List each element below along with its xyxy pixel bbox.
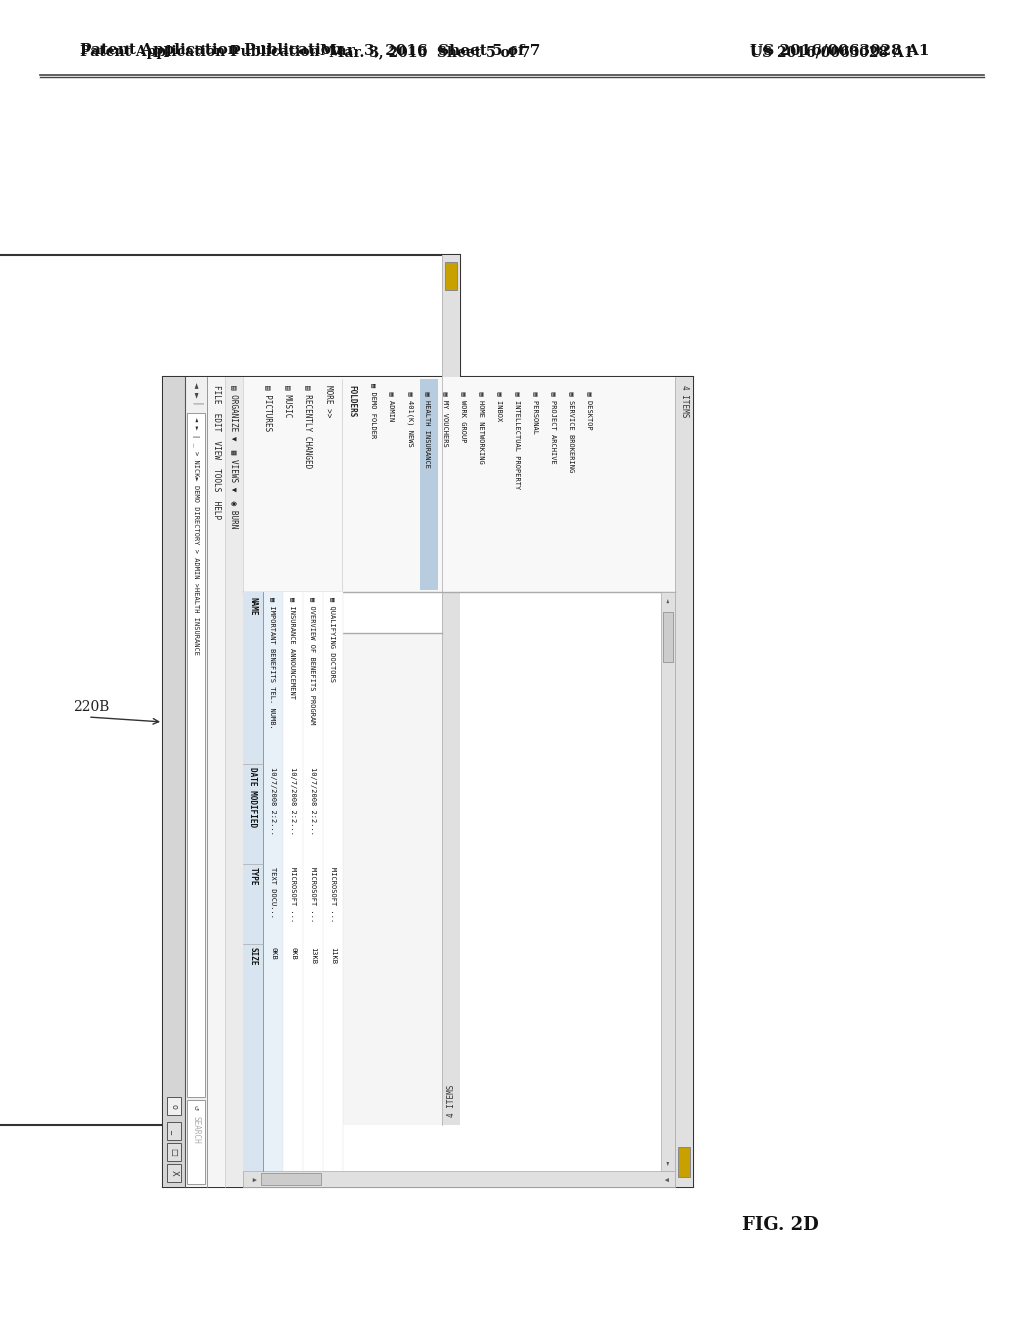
- Polygon shape: [185, 378, 207, 1187]
- Text: ▤ INBOX: ▤ INBOX: [497, 383, 503, 421]
- Polygon shape: [207, 378, 225, 1187]
- Text: 13KB: 13KB: [310, 946, 316, 964]
- Text: ▤ PICTURES: ▤ PICTURES: [263, 385, 272, 432]
- Polygon shape: [187, 413, 205, 1097]
- Polygon shape: [675, 378, 693, 1187]
- Text: TEXT DOCU...: TEXT DOCU...: [270, 867, 276, 917]
- Text: ▲: ▲: [250, 1177, 256, 1181]
- Text: 11KB: 11KB: [330, 946, 336, 964]
- Polygon shape: [167, 1164, 181, 1181]
- Text: ▤ IMPORTANT BENEFITS TEL. NUMB.: ▤ IMPORTANT BENEFITS TEL. NUMB.: [270, 597, 276, 729]
- Text: Mar. 3, 2016  Sheet 5 of 7: Mar. 3, 2016 Sheet 5 of 7: [319, 44, 541, 57]
- Text: Patent Application Publication: Patent Application Publication: [80, 45, 319, 59]
- Text: ▤ 401(K) NEWS: ▤ 401(K) NEWS: [407, 383, 414, 446]
- Text: Patent Application Publication: Patent Application Publication: [80, 44, 342, 57]
- Polygon shape: [283, 591, 303, 1171]
- Polygon shape: [225, 378, 243, 1187]
- Text: US 2016/0063028 A1: US 2016/0063028 A1: [750, 44, 930, 57]
- Text: US 2016/0063028 A1: US 2016/0063028 A1: [750, 45, 913, 59]
- Text: 0KB: 0KB: [290, 946, 296, 960]
- Text: ►: ►: [191, 392, 201, 397]
- Text: 10/7/2008 2:2...: 10/7/2008 2:2...: [310, 767, 316, 836]
- Text: _: _: [170, 1129, 178, 1133]
- Polygon shape: [167, 1097, 181, 1115]
- Text: MICROSOFT ...: MICROSOFT ...: [330, 867, 336, 923]
- Text: ▤ SERVICE BROKERING: ▤ SERVICE BROKERING: [569, 383, 575, 473]
- Text: ▼: ▼: [662, 1177, 668, 1181]
- Text: o: o: [170, 1104, 178, 1109]
- Text: ►: ►: [665, 1160, 671, 1166]
- Polygon shape: [243, 1171, 675, 1187]
- Polygon shape: [187, 1100, 205, 1184]
- Text: 0KB: 0KB: [270, 946, 276, 960]
- Text: ▤ ORGANIZE ▼  ▦ VIEWS ▼  ◉ BURN: ▤ ORGANIZE ▼ ▦ VIEWS ▼ ◉ BURN: [229, 385, 239, 528]
- Text: ↺: ↺: [191, 1105, 201, 1110]
- Text: ▤ DEMO FOLDER: ▤ DEMO FOLDER: [371, 383, 377, 438]
- Text: |: |: [190, 403, 202, 408]
- Polygon shape: [261, 1173, 321, 1185]
- Polygon shape: [420, 379, 438, 590]
- Text: 4 ITEMS: 4 ITEMS: [680, 385, 688, 417]
- Polygon shape: [242, 634, 442, 1125]
- Text: □: □: [170, 1148, 178, 1156]
- Text: 220B: 220B: [73, 700, 110, 714]
- Polygon shape: [167, 1143, 181, 1162]
- Text: ◄ ► | _ > NICK► DEMO DIRECTORY > ADMIN >HEALTH INSURANCE: ◄ ► | _ > NICK► DEMO DIRECTORY > ADMIN >…: [193, 417, 200, 655]
- Text: X: X: [170, 1170, 178, 1176]
- Text: NAME: NAME: [249, 597, 257, 615]
- Polygon shape: [263, 591, 283, 1171]
- Text: FIG. 2D: FIG. 2D: [741, 1216, 818, 1234]
- Polygon shape: [678, 1147, 690, 1177]
- Text: ▤ PERSONAL: ▤ PERSONAL: [534, 383, 539, 434]
- Polygon shape: [323, 591, 343, 1171]
- Text: 10/7/2008 2:2...: 10/7/2008 2:2...: [270, 767, 276, 836]
- Text: ▤ WORK GROUP: ▤ WORK GROUP: [461, 383, 467, 442]
- Text: SIZE: SIZE: [249, 946, 257, 965]
- Text: ▤ QUALIFYING DOCTORS: ▤ QUALIFYING DOCTORS: [330, 597, 336, 682]
- Polygon shape: [303, 591, 323, 1171]
- Text: MICROSOFT ...: MICROSOFT ...: [310, 867, 316, 923]
- Text: MORE >>: MORE >>: [324, 385, 333, 417]
- Text: 10/7/2008 2:2...: 10/7/2008 2:2...: [290, 767, 296, 836]
- Text: FOLDERS: FOLDERS: [347, 385, 356, 417]
- Text: ▤ RECENTLY CHANGED: ▤ RECENTLY CHANGED: [303, 385, 312, 469]
- Polygon shape: [0, 255, 460, 1125]
- Text: ▤ HOME NETWORKING: ▤ HOME NETWORKING: [479, 383, 485, 463]
- Text: ◄: ◄: [665, 598, 671, 602]
- Text: 4 ITEMS: 4 ITEMS: [446, 1085, 456, 1117]
- Text: SEARCH: SEARCH: [191, 1115, 201, 1143]
- Polygon shape: [163, 378, 185, 1187]
- Text: ▤ DESKTOP: ▤ DESKTOP: [587, 383, 593, 430]
- Polygon shape: [243, 591, 263, 1171]
- Polygon shape: [662, 591, 675, 1171]
- Text: DATE MODIFIED: DATE MODIFIED: [249, 767, 257, 828]
- Text: ▤ MY VOUCHERS: ▤ MY VOUCHERS: [443, 383, 449, 446]
- Text: ▤ PROJECT ARCHIVE: ▤ PROJECT ARCHIVE: [551, 383, 557, 463]
- Text: ◄: ◄: [191, 381, 201, 388]
- Text: FILE  EDIT  VIEW  TOOLS  HELP: FILE EDIT VIEW TOOLS HELP: [212, 385, 220, 519]
- Polygon shape: [663, 612, 673, 663]
- Polygon shape: [243, 378, 675, 591]
- Text: TYPE: TYPE: [249, 867, 257, 886]
- Polygon shape: [167, 1122, 181, 1140]
- Text: ▤ INTELLECTUAL PROPERTY: ▤ INTELLECTUAL PROPERTY: [515, 383, 521, 490]
- Text: ▤ OVERVIEW OF BENEFITS PROGRAM: ▤ OVERVIEW OF BENEFITS PROGRAM: [310, 597, 316, 725]
- Polygon shape: [163, 378, 693, 1187]
- Text: Mar. 3, 2016  Sheet 5 of 7: Mar. 3, 2016 Sheet 5 of 7: [330, 45, 530, 59]
- Text: MICROSOFT ...: MICROSOFT ...: [290, 867, 296, 923]
- Polygon shape: [442, 255, 460, 1125]
- Text: ▤ HEALTH INSURANCE: ▤ HEALTH INSURANCE: [425, 383, 431, 469]
- Text: ▤ ADMIN: ▤ ADMIN: [389, 383, 395, 421]
- Polygon shape: [445, 261, 457, 290]
- Text: ▤ INSURANCE ANNOUNCEMENT: ▤ INSURANCE ANNOUNCEMENT: [290, 597, 296, 700]
- Text: ▤ MUSIC: ▤ MUSIC: [284, 385, 293, 417]
